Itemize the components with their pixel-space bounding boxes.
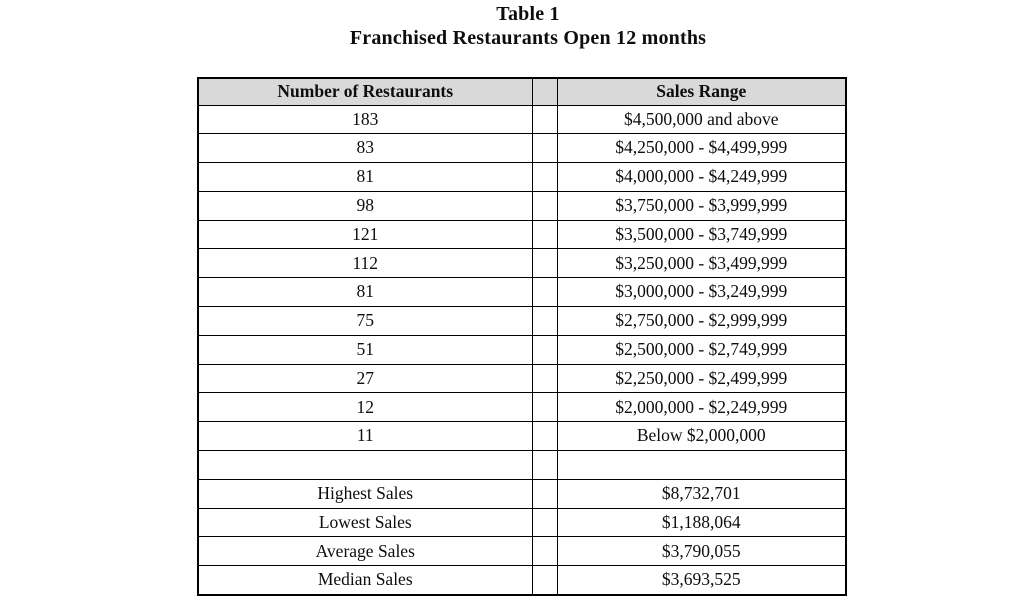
franchised-restaurants-table: Number of Restaurants Sales Range 183 $4… [197, 77, 847, 596]
table-row: 98 $3,750,000 - $3,999,999 [197, 190, 847, 221]
summary-value-cell: $1,188,064 [556, 507, 847, 538]
range-cell: $3,500,000 - $3,749,999 [556, 219, 847, 250]
table-row: 112 $3,250,000 - $3,499,999 [197, 248, 847, 279]
spacer-cell [531, 450, 558, 480]
count-cell [197, 450, 533, 480]
spacer-cell [531, 190, 558, 221]
header-cell-spacer [531, 77, 558, 106]
count-cell: 121 [197, 219, 533, 250]
table-row: 121 $3,500,000 - $3,749,999 [197, 219, 847, 250]
count-cell: 112 [197, 248, 533, 279]
summary-label-cell: Median Sales [197, 565, 533, 596]
range-cell: $4,000,000 - $4,249,999 [556, 162, 847, 192]
spacer-cell [531, 248, 558, 279]
table-row: 183 $4,500,000 and above [197, 104, 847, 135]
summary-row-average-sales: Average Sales $3,790,055 [197, 536, 847, 567]
spacer-cell [531, 363, 558, 394]
range-cell: $3,250,000 - $3,499,999 [556, 248, 847, 279]
count-cell: 81 [197, 162, 533, 192]
header-cell-sales-range: Sales Range [556, 77, 847, 106]
count-cell: 183 [197, 104, 533, 135]
count-cell: 51 [197, 334, 533, 365]
count-cell: 12 [197, 392, 533, 423]
spacer-cell [531, 104, 558, 135]
spacer-cell [531, 507, 558, 538]
table-row: 27 $2,250,000 - $2,499,999 [197, 363, 847, 394]
spacer-cell [531, 565, 558, 596]
spacer-cell [531, 421, 558, 452]
table-row: 11 Below $2,000,000 [197, 421, 847, 452]
summary-value-cell: $3,790,055 [556, 536, 847, 567]
range-cell: $3,000,000 - $3,249,999 [556, 277, 847, 308]
summary-value-cell: $8,732,701 [556, 478, 847, 509]
spacer-cell [531, 392, 558, 423]
table-row: 83 $4,250,000 - $4,499,999 [197, 133, 847, 164]
spacer-cell [531, 219, 558, 250]
table-number-title: Table 1 [496, 3, 560, 25]
count-cell: 11 [197, 421, 533, 452]
blank-row [197, 450, 847, 480]
summary-value-cell: $3,693,525 [556, 565, 847, 596]
summary-label-cell: Lowest Sales [197, 507, 533, 538]
range-cell: $2,000,000 - $2,249,999 [556, 392, 847, 423]
spacer-cell [531, 162, 558, 192]
range-cell: Below $2,000,000 [556, 421, 847, 452]
range-cell [556, 450, 847, 480]
table-row: 51 $2,500,000 - $2,749,999 [197, 334, 847, 365]
range-cell: $4,250,000 - $4,499,999 [556, 133, 847, 164]
range-cell: $3,750,000 - $3,999,999 [556, 190, 847, 221]
range-cell: $2,500,000 - $2,749,999 [556, 334, 847, 365]
spacer-cell [531, 536, 558, 567]
header-row: Number of Restaurants Sales Range [197, 77, 847, 106]
spacer-cell [531, 133, 558, 164]
summary-row-median-sales: Median Sales $3,693,525 [197, 565, 847, 596]
summary-label-cell: Highest Sales [197, 478, 533, 509]
spacer-cell [531, 306, 558, 336]
table-subtitle: Franchised Restaurants Open 12 months [349, 27, 707, 49]
spacer-cell [531, 334, 558, 365]
table-row: 12 $2,000,000 - $2,249,999 [197, 392, 847, 423]
table-row: 81 $3,000,000 - $3,249,999 [197, 277, 847, 308]
table-title-block: Table 1 Franchised Restaurants Open 12 m… [48, 2, 1008, 50]
summary-row-highest-sales: Highest Sales $8,732,701 [197, 478, 847, 509]
summary-label-cell: Average Sales [197, 536, 533, 567]
range-cell: $2,750,000 - $2,999,999 [556, 306, 847, 336]
spacer-cell [531, 277, 558, 308]
range-cell: $4,500,000 and above [556, 104, 847, 135]
count-cell: 98 [197, 190, 533, 221]
table-row: 81 $4,000,000 - $4,249,999 [197, 162, 847, 192]
summary-row-lowest-sales: Lowest Sales $1,188,064 [197, 507, 847, 538]
count-cell: 27 [197, 363, 533, 394]
header-cell-number-of-restaurants: Number of Restaurants [197, 77, 533, 106]
range-cell: $2,250,000 - $2,499,999 [556, 363, 847, 394]
count-cell: 75 [197, 306, 533, 336]
table-row: 75 $2,750,000 - $2,999,999 [197, 306, 847, 336]
spacer-cell [531, 478, 558, 509]
count-cell: 83 [197, 133, 533, 164]
count-cell: 81 [197, 277, 533, 308]
